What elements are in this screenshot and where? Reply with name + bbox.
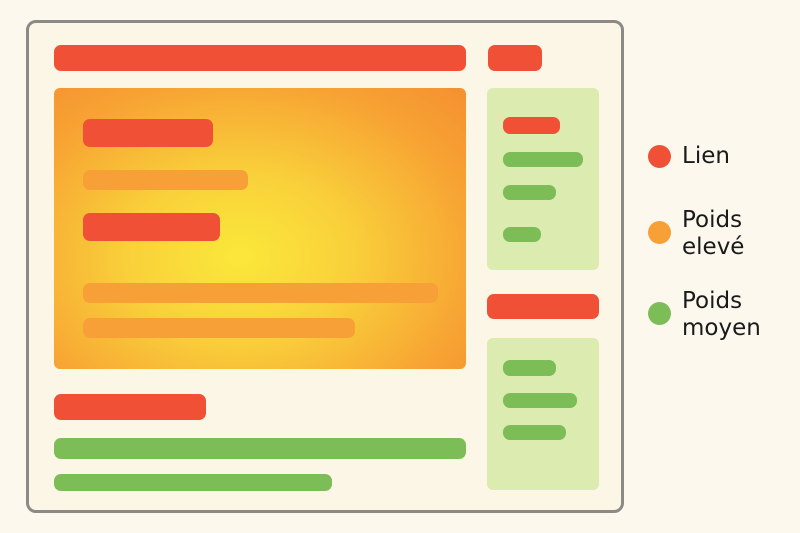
sidebar-panel-1 [487, 88, 599, 270]
sidebar-panel-2 [487, 338, 599, 490]
hero-text-3 [83, 318, 355, 338]
sidebar-item [503, 227, 541, 242]
legend-dot-red-icon [648, 145, 671, 168]
header-bar-link [54, 45, 466, 71]
sidebar-link [503, 117, 560, 134]
sidebar-item [503, 185, 556, 200]
legend-dot-green-icon [648, 302, 671, 325]
content-text-2 [54, 474, 332, 491]
legend-item-medium-weight: Poids moyen [648, 288, 761, 342]
hero-heat-zone [54, 88, 466, 369]
legend-label: Poids moyen [682, 288, 761, 341]
legend-item-high-weight: Poids elevé [648, 207, 744, 261]
header-small-link [488, 45, 542, 71]
sidebar-item [503, 360, 556, 376]
sidebar-item [503, 393, 577, 408]
sidebar-heading-link [487, 294, 599, 319]
legend-label: Lien [682, 143, 730, 169]
content-link [54, 394, 206, 420]
legend-item-link: Lien [648, 143, 730, 170]
hero-text-1 [83, 170, 248, 190]
legend-dot-orange-icon [648, 221, 671, 244]
legend-label: Poids elevé [682, 207, 745, 260]
content-text-1 [54, 438, 466, 459]
hero-link-2 [83, 213, 220, 241]
hero-text-2 [83, 283, 438, 303]
sidebar-item [503, 425, 566, 440]
sidebar-item [503, 152, 583, 167]
hero-link-1 [83, 119, 213, 147]
